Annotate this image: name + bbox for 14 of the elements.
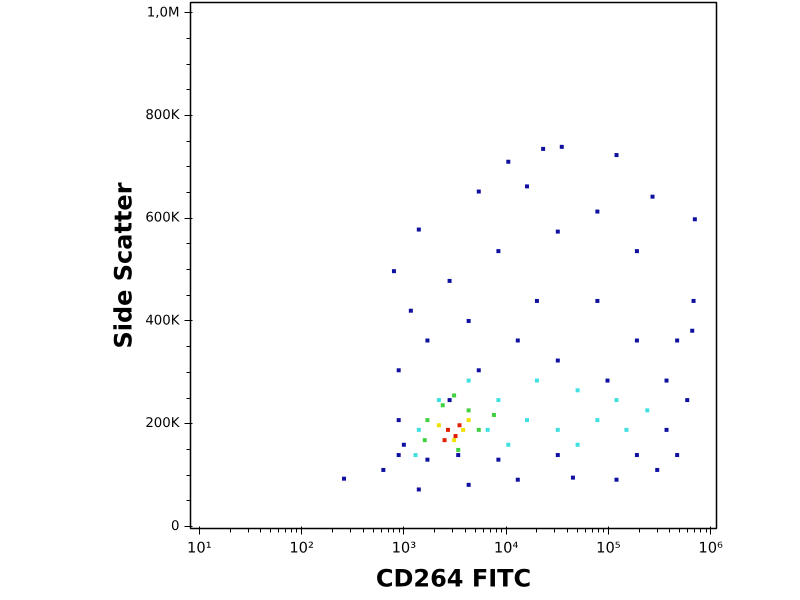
y-tick-label: 800K <box>145 108 181 124</box>
x-tick-label: 10² <box>289 540 314 556</box>
y-tick-label: 200K <box>145 416 181 432</box>
y-tick-label: 600K <box>145 210 181 226</box>
x-tick-label: 10⁴ <box>494 540 519 556</box>
x-axis-title: CD264 FITC <box>376 564 532 592</box>
y-axis-title: Side Scatter <box>109 182 138 349</box>
x-tick-label: 10⁶ <box>698 540 724 556</box>
y-tick-label: 0 <box>171 518 180 534</box>
x-tick-label: 10³ <box>392 540 416 556</box>
y-tick-label: 400K <box>145 313 181 328</box>
y-tick-label: 1,0M <box>146 5 180 20</box>
x-tick-label: 10¹ <box>187 540 212 556</box>
x-tick-label: 10⁵ <box>596 540 621 556</box>
